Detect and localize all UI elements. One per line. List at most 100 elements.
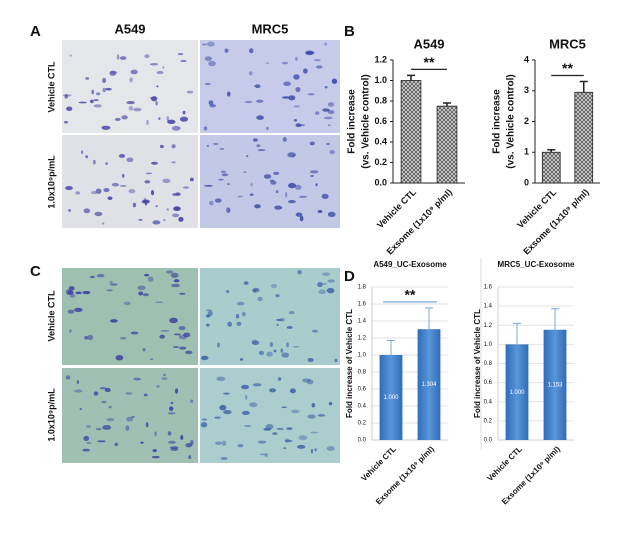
cell xyxy=(322,283,327,285)
cell xyxy=(79,408,83,410)
cell xyxy=(138,218,143,221)
cell xyxy=(219,148,225,150)
cell xyxy=(302,68,308,74)
cell xyxy=(166,208,170,211)
cell xyxy=(310,175,314,177)
cell xyxy=(310,448,314,454)
significance: ** xyxy=(424,54,435,70)
cell xyxy=(318,289,326,295)
cell xyxy=(80,150,84,154)
cell xyxy=(169,406,174,412)
x-tick-label: Vehicle CTL xyxy=(359,444,398,483)
cell xyxy=(101,125,111,130)
bar xyxy=(400,80,422,184)
cell xyxy=(218,178,224,181)
cell xyxy=(317,414,326,417)
cell xyxy=(206,41,215,47)
cell xyxy=(130,69,138,75)
panel-label: D xyxy=(344,268,355,285)
cell xyxy=(273,349,277,353)
cell xyxy=(145,422,149,428)
cell xyxy=(69,329,72,333)
cell xyxy=(214,416,221,419)
cell xyxy=(326,446,335,452)
cell xyxy=(252,138,258,142)
error-bar xyxy=(425,307,433,330)
cell xyxy=(65,186,73,191)
cell xyxy=(288,200,296,204)
cell xyxy=(175,206,179,211)
cell xyxy=(126,157,134,163)
cell xyxy=(150,190,155,196)
cell xyxy=(116,54,120,60)
cell xyxy=(168,440,176,444)
cell xyxy=(102,222,105,225)
cell xyxy=(284,439,293,443)
cell xyxy=(297,269,302,275)
cell xyxy=(226,91,231,97)
cell xyxy=(295,212,303,217)
cell xyxy=(121,115,128,120)
cell xyxy=(223,392,230,395)
cell xyxy=(96,274,105,278)
cell xyxy=(66,106,73,112)
cell xyxy=(91,89,94,95)
cell xyxy=(254,84,261,89)
cell xyxy=(252,383,262,387)
cell xyxy=(204,82,211,86)
cell xyxy=(65,375,71,380)
cell xyxy=(203,126,208,131)
cell xyxy=(315,111,320,115)
cell xyxy=(166,116,170,122)
cell xyxy=(269,388,277,393)
cell xyxy=(226,207,231,214)
cell xyxy=(208,100,214,106)
cell xyxy=(128,106,134,111)
cell xyxy=(163,218,166,222)
cell xyxy=(169,317,178,324)
y-tick-label: 1.0 xyxy=(484,342,493,348)
cell xyxy=(142,348,146,352)
cell xyxy=(173,279,180,283)
cell xyxy=(111,182,120,187)
cell xyxy=(331,78,338,84)
cell xyxy=(266,351,273,357)
cell xyxy=(129,77,133,83)
cell xyxy=(67,309,75,314)
cell xyxy=(93,99,99,102)
x-tick-label: Exsome (1x10⁹ p/ml) xyxy=(521,187,591,257)
error-bar xyxy=(407,74,415,81)
cell xyxy=(295,87,301,93)
cell xyxy=(63,121,69,124)
cell xyxy=(171,161,176,164)
cell xyxy=(190,399,194,403)
cell xyxy=(309,170,319,174)
cell xyxy=(293,119,298,122)
cell xyxy=(327,102,335,107)
cell xyxy=(167,412,176,415)
cell xyxy=(93,104,102,108)
cell xyxy=(173,333,182,336)
cell xyxy=(163,373,166,377)
row-label: Vehicle CTL xyxy=(46,61,56,113)
y-tick-label: 0.0 xyxy=(374,177,387,187)
y-tick-label: 0.4 xyxy=(484,399,493,405)
bar xyxy=(436,105,458,184)
y-tick-label: 1.4 xyxy=(484,304,493,310)
cell xyxy=(74,389,83,393)
bar xyxy=(505,344,529,440)
cell xyxy=(241,311,246,317)
cell xyxy=(206,309,213,312)
column-header: MRC5 xyxy=(252,21,289,36)
cell xyxy=(185,350,193,355)
cell xyxy=(172,345,180,349)
cell xyxy=(182,110,186,115)
significance: ** xyxy=(405,287,416,303)
cell xyxy=(275,318,283,321)
cell xyxy=(156,85,159,88)
cell xyxy=(219,404,227,411)
y-tick-label: 1.6 xyxy=(358,302,367,308)
x-tick-label: Exsome (1x10⁹ p/ml) xyxy=(385,187,455,257)
cell xyxy=(95,427,102,431)
cell xyxy=(257,149,266,151)
